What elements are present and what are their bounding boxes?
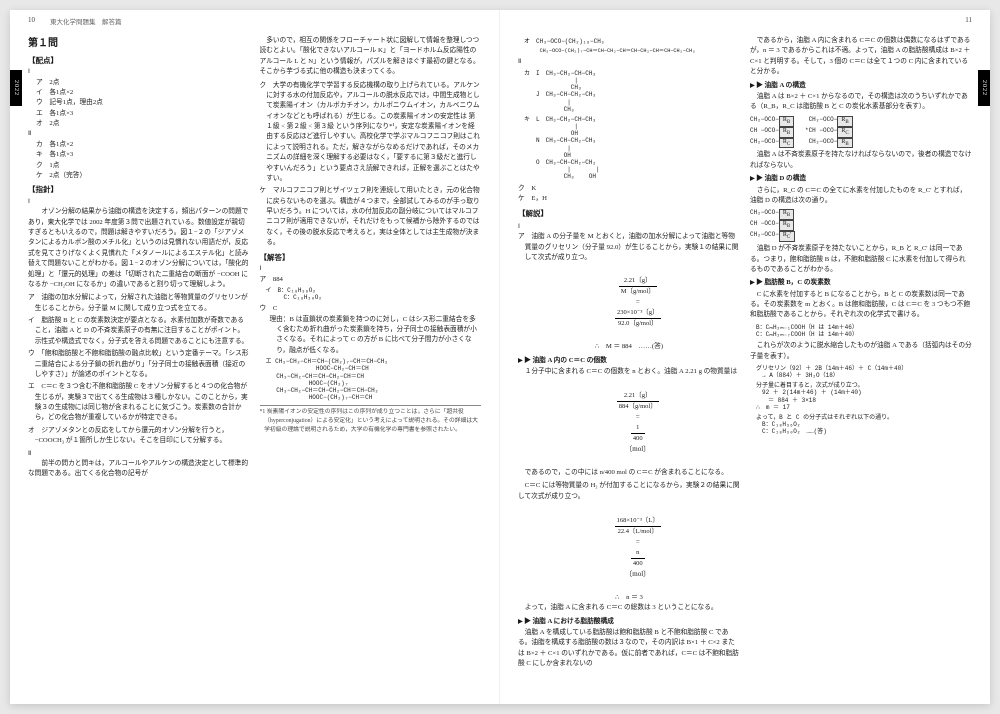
c2-ku: ク 大学の有機化学で学習する反応機構の取り上げられている。アルケンに対する水の付… [260, 81, 482, 185]
glyc: グリセリン（92）＋ 2B（14m＋46）＋ C（14m＋40） → A（884… [756, 365, 972, 379]
ka-a: ア 油脂 A の分子量を M とおくと，油脂の加水分解によって油脂と等物質量のグ… [518, 232, 740, 263]
i-head: ▶ 油脂 A 内の C＝C の個数 [518, 356, 740, 366]
pt-ku: ク 1点 [36, 161, 250, 171]
struct-o-head: オ CH₃−OCO−(CH₂)₁₆−CH₃ [524, 38, 740, 45]
right-col-1: オ CH₃−OCO−(CH₂)₁₆−CH₃ CH₃−OCO−(CH₂)₇−CH＝… [518, 36, 740, 698]
page-spread: 2022 2022 10 東大化学問題集 解答篇 第１問 【配点】 Ⅰ ア 2点… [10, 10, 990, 704]
ans-ku: ク K [518, 184, 740, 194]
final: よって，B と C の分子式はそれぞれ以下の通り。 B：C₁₈H₃₆O₂ C：C… [756, 414, 972, 436]
item-e: エ C＝C を３つ含む不飽和脂肪酸 C をオゾン分解すると４つの化合物が生じるが… [28, 382, 250, 424]
struct-e: エ CH₃−CH₂−CH＝CH−(CH₂)₇−CH＝CH−CH₂ HOOC−CH… [266, 358, 482, 401]
pt-o: オ 2点 [36, 119, 250, 129]
item-a: ア 油脂の加水分解によって，分解された油脂と等物質量のグリセリンが生じることから… [28, 293, 250, 314]
i-formula2: 168×10⁻³〔L〕22.4〔L/mol〕 = n400 〔mol〕 [518, 505, 740, 591]
i-formula1: 2.21〔g〕884〔g/mol〕 = 1400 〔mol〕 [518, 380, 740, 466]
mass-eq: 分子量に着目すると，次式が成り立つ。 92 ＋ 2(14m＋46) ＋ (14m… [756, 382, 972, 411]
ans-ke: ケ E，H [518, 194, 740, 204]
struct-ka: カ I CH₃−CH₂−CH−CH₃ | CH₃ J CH₃−CH−CH₂−CH… [524, 70, 740, 113]
footnote: *1 炭素陽イオンの安定性の序列はこの序列が成り立つことは，さらに「超共役（hy… [260, 405, 482, 435]
structA-p2: 油脂 A は不斉炭素原子を持たなければならないので，後者の構造でなければならない… [750, 150, 972, 171]
right-col-2: であるから，油脂 A 内に含まれる C＝C の個数は偶数になるはずであるが，n … [750, 36, 972, 698]
structA-head: ▶ 油脂 A の構造 [750, 81, 972, 91]
page-right: 11 オ CH₃−OCO−(CH₂)₁₆−CH₃ CH₃−OCO−(CH₂)₇−… [500, 10, 990, 704]
c4-p1: であるから，油脂 A 内に含まれる C＝C の個数は偶数になるはずであるが，n … [750, 36, 972, 78]
n-result: ∴ n ＝ 3 [518, 593, 740, 603]
pt-ki: キ 各1点×3 [36, 150, 250, 160]
shishin-head: 【指針】 [28, 184, 250, 196]
page-left: 10 東大化学問題集 解答篇 第１問 【配点】 Ⅰ ア 2点 イ 各1点×2 ウ… [10, 10, 500, 704]
structD-p1: さらに，R_C の C＝C の全てに水素を付加したものを R_C' とすれば，油… [750, 186, 972, 207]
haiten-head: 【配点】 [28, 55, 250, 67]
pt-a: ア 2点 [36, 78, 250, 88]
i-p1: １分子中に含まれる C＝C の個数を n とおく。油脂 A 2.21 g の物質… [518, 367, 740, 377]
pt-ke: ケ 2点（完答） [36, 171, 250, 181]
fat-p1: 油脂 A を構成している脂肪酸は飽和脂肪酸 B と不飽和脂肪酸 C である。油脂… [518, 628, 740, 670]
structD-head: ▶ 油脂 D の構造 [750, 174, 972, 184]
running-head: 東大化学問題集 解答篇 [50, 16, 122, 26]
left-col-2: 多いので，相互の関係をフローチャート状に図解して情報を整理しつつ読むとよい。「酸… [260, 36, 482, 698]
c2-p1: 多いので，相互の関係をフローチャート状に図解して情報を整理しつつ読むとよい。「酸… [260, 36, 482, 78]
page-num-left: 10 [28, 16, 35, 24]
i-conc: よって，油脂 A に含まれる C＝C の総数は 3 ということになる。 [518, 603, 740, 613]
struct-ki: キ L CH₃−CH₂−CH−CH₃ | OH N CH₃−CH−CH₂−CH₃… [524, 116, 740, 181]
section-ii: Ⅱ [28, 129, 250, 139]
kaisetsu-head: 【解説】 [518, 208, 740, 220]
kaitou-i: Ⅰ [260, 264, 482, 274]
pt-i: イ 各1点×2 [36, 88, 250, 98]
i-p2: であるので，この中には n/400 mol の C＝C が含まれることになる。 [518, 468, 740, 478]
kaitou-head: 【解答】 [260, 252, 482, 264]
pt-e: エ 各1点×3 [36, 109, 250, 119]
left-col-1: 第１問 【配点】 Ⅰ ア 2点 イ 各1点×2 ウ 記号1点，理由2点 エ 各1… [28, 36, 250, 698]
kaisetsu-i: Ⅰ [518, 222, 740, 232]
item-o: オ ジアゾメタンとの反応をしてから還元的オゾン分解を行うと，−COOCH₃ が１… [28, 426, 250, 447]
pt-ka: カ 各1点×2 [36, 140, 250, 150]
carbon-p1: C に水素を付加すると B になることから，B と C の炭素数は同一である。そ… [750, 290, 972, 321]
shishin-i: Ⅰ [28, 197, 250, 207]
item-u: ウ 「飽和脂肪酸と不飽和脂肪酸の融点比較」という定番テーマ。「シス形二重結合によ… [28, 349, 250, 380]
shishin-p1: オゾン分解の結果から油脂の構造を決定する，頻出パターンの問題であり，東大化学では… [28, 207, 250, 290]
formula-a: 2.21〔g〕M〔g/mol〕 = 230×10⁻³〔g〕92.0〔g/mol〕 [518, 265, 740, 340]
ans-u-body: 理由：B は直鎖状の炭素鎖を持つのに対し，C はシス形二重結合を多く含むため折れ… [270, 315, 482, 357]
diag-a: CH₂−OCO−RB CH₂−OCO−RB CH −OCO−RB *CH −OC… [750, 116, 972, 149]
carbon-head: ▶ 脂肪酸 B，C の炭素数 [750, 278, 972, 288]
structA-p1: 油脂 A は B×2 ＋ C×1 からなるので，その構造は次のうちいずれかである… [750, 92, 972, 113]
pt-u: ウ 記号1点，理由2点 [36, 98, 250, 108]
carbon-p2: これらが次のように脱水縮合したものが油脂 A である（括弧内はその分子量を表す）… [750, 341, 972, 362]
diag-d: CH₂−OCO−RB CH −OCO−RB CH₂−OCO−RC' [750, 209, 972, 242]
ans-u-head: ウ C [260, 304, 482, 314]
ans-i: イ B：C₁₈H₃₆O₂ C：C₁₈H₃₀O₂ [266, 287, 482, 301]
section-i: Ⅰ [28, 67, 250, 77]
section-ii-desc: Ⅱ [28, 449, 250, 459]
struct-o-body: CH₃−OCO−(CH₂)₇−CH＝CH−CH₂−CH＝CH−CH₂−CH＝CH… [524, 48, 740, 54]
structD-p2: 油脂 D が不斉炭素原子を持たないことから，R_B と R_C' は同一である。… [750, 244, 972, 275]
ii-head: Ⅱ [518, 57, 740, 67]
a-result: ∴ M ＝ 884 ……(答) [518, 342, 740, 352]
ans-a: ア 884 [260, 275, 482, 285]
i-p3: C＝C には等物質量の H₂ が付加することになるから，実験２の結果に関して次式… [518, 481, 740, 502]
c2-ke: ケ マルコフニコフ則とザイツェフ則を連続して用いたとき，元の化合物に戻らないもの… [260, 186, 482, 248]
question-head: 第１問 [28, 36, 250, 52]
page-num-right: 11 [965, 16, 972, 24]
item-i: イ 脂肪酸 B と C の炭素数決定が要点となる。水素付加数が奇数であること，油… [28, 316, 250, 347]
ii-p1: 前半の問カと問キは，アルコールやアルケンの構造決定として標準的な問題である。出て… [28, 459, 250, 480]
fat-head: ▶ 油脂 A における脂肪酸構成 [518, 617, 740, 627]
bc-formula: B：CₘH₂ₘ₋₁COOH（H は 14m＋46） C：CₘH₂ₘ₋₇COOH（… [756, 324, 972, 338]
